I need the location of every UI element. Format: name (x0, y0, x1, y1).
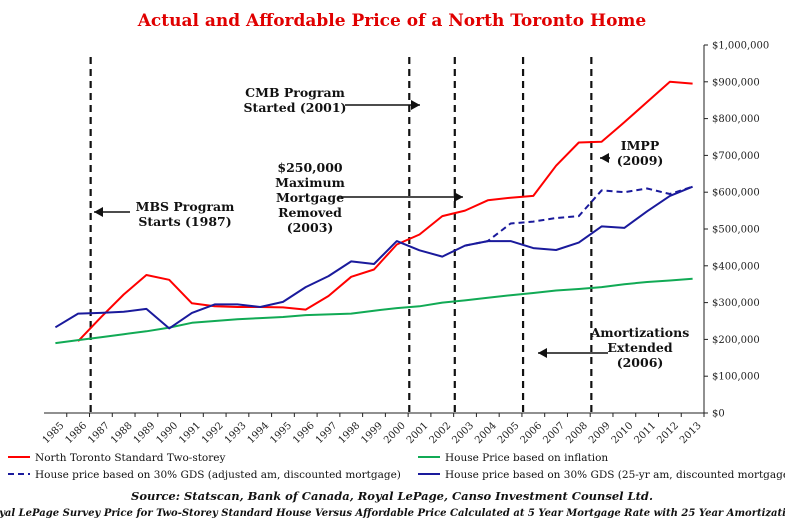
y-tick-label: $100,000 (712, 372, 760, 383)
x-tick-label: 1986 (63, 420, 89, 446)
x-tick-label: 1988 (109, 420, 135, 446)
chart-title: Actual and Affordable Price of a North T… (137, 11, 647, 31)
x-tick-label: 2012 (655, 420, 681, 446)
x-tick-label: 2001 (405, 420, 431, 446)
legend-entry: House price based on 30% GDS (adjusted a… (35, 469, 401, 481)
annotation-arrowhead (538, 348, 547, 358)
annotation-text: Amortizations (590, 325, 690, 340)
y-tick-label: $0 (712, 409, 725, 420)
x-tick-label: 2004 (473, 420, 499, 446)
x-tick-label: 1994 (246, 420, 272, 446)
x-tick-label: 1998 (337, 420, 363, 446)
annotation-text: MBS Program (136, 199, 235, 214)
x-tick-label: 1996 (291, 420, 317, 446)
x-tick-label: 2008 (564, 420, 590, 446)
annotation-arrowhead (600, 153, 609, 163)
source-note: (Royal LePage Survey Price for Two-Store… (0, 508, 785, 519)
x-tick-label: 1992 (200, 420, 226, 446)
series-line (55, 277, 693, 345)
annotation-text: $250,000 (277, 160, 343, 175)
x-tick-label: 1987 (86, 420, 112, 446)
legend-entry: House price based on 30% GDS (25-yr am, … (445, 469, 785, 481)
x-tick-label: 2006 (519, 420, 545, 446)
y-tick-label: $700,000 (712, 151, 760, 162)
y-tick-label: $900,000 (712, 77, 760, 88)
x-tick-label: 1995 (268, 420, 294, 446)
x-tick-label: 2000 (382, 420, 408, 446)
legend-entry: North Toronto Standard Two-storey (35, 452, 225, 464)
y-tick-label: $400,000 (712, 261, 760, 272)
x-tick-label: 1997 (314, 420, 340, 446)
annotation-text: (2003) (287, 220, 334, 235)
annotation-text: CMB Program (245, 85, 345, 100)
series-lines (54, 80, 693, 345)
annotation-text: (2006) (617, 355, 664, 370)
x-tick-label: 2002 (428, 420, 454, 446)
series-line (464, 185, 693, 247)
x-tick-label: 1990 (155, 420, 181, 446)
y-tick-label: $600,000 (712, 188, 760, 199)
annotation-text: IMPP (621, 138, 660, 153)
legend: North Toronto Standard Two-storey House P… (8, 452, 785, 481)
x-tick-label: 1991 (177, 420, 203, 446)
y-tick-label: $1,000,000 (712, 41, 769, 52)
x-tick-label: 1989 (132, 420, 158, 446)
annotation-text: Removed (278, 205, 342, 220)
y-tick-label: $800,000 (712, 114, 760, 125)
annotation-text: Mortgage (276, 190, 344, 205)
x-tick-label: 2010 (610, 420, 636, 446)
annotation-arrowhead (411, 100, 420, 110)
x-tick-label: 1999 (359, 420, 385, 446)
x-tick-label: 2009 (587, 420, 613, 446)
x-tick-label: 2011 (632, 420, 658, 446)
y-tick-label: $500,000 (712, 225, 760, 236)
annotation-arrowhead (454, 192, 463, 202)
x-tick-label: 2007 (541, 420, 567, 446)
series-line (77, 80, 693, 342)
source-line: Source: Statscan, Bank of Canada, Royal … (131, 489, 653, 503)
annotation-text: (2009) (617, 153, 664, 168)
x-tick-label: 2005 (496, 420, 522, 446)
series-line (54, 185, 693, 330)
annotation-arrowhead (94, 207, 103, 217)
x-tick-label: 2003 (450, 420, 476, 446)
x-tick-label: 1993 (223, 420, 249, 446)
annotation-text: Starts (1987) (138, 214, 231, 229)
y-tick-label: $300,000 (712, 298, 760, 309)
y-tick-label: $200,000 (712, 335, 760, 346)
axes: $0 $100,000 $200,000 $300,000 $400,000 $500,0… (41, 41, 770, 447)
legend-entry: House Price based on inflation (445, 452, 608, 464)
annotation-text: Maximum (275, 175, 345, 190)
annotation-text: Started (2001) (244, 100, 347, 115)
x-tick-label: 1985 (41, 420, 67, 446)
x-tick-label: 2013 (678, 420, 704, 446)
annotation-text: Extended (607, 340, 672, 355)
